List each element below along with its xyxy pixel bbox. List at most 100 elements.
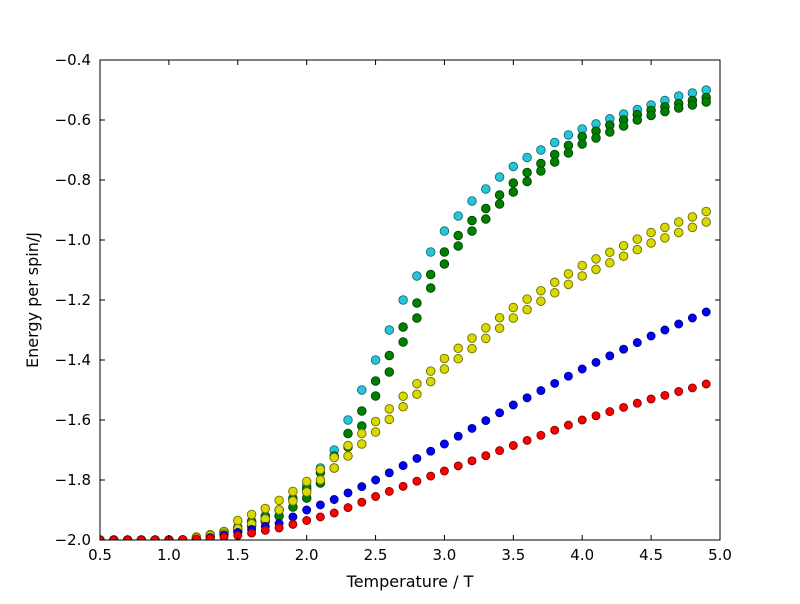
data-point	[660, 222, 670, 233]
data-point	[178, 534, 188, 540]
data-point	[508, 313, 519, 323]
data-point	[467, 456, 477, 466]
data-point	[329, 452, 339, 463]
data-point	[508, 302, 519, 313]
data-point	[481, 184, 491, 194]
data-point	[577, 271, 587, 281]
data-point	[467, 423, 477, 433]
data-point	[301, 487, 312, 497]
data-point	[302, 505, 312, 515]
data-point	[522, 304, 532, 315]
data-point	[646, 110, 656, 121]
data-point	[398, 295, 408, 305]
data-point	[591, 133, 601, 143]
data-point	[701, 217, 711, 227]
data-point	[522, 152, 532, 163]
data-point	[412, 298, 422, 308]
data-point	[674, 387, 684, 396]
data-point	[398, 461, 408, 471]
data-point	[660, 233, 670, 243]
data-point	[412, 313, 422, 323]
data-point	[260, 514, 271, 524]
data-point	[357, 385, 367, 395]
data-point	[205, 534, 215, 540]
data-point	[453, 343, 463, 354]
data-point	[646, 238, 656, 248]
data-point	[357, 439, 367, 449]
data-point	[605, 127, 615, 137]
data-point	[467, 196, 477, 206]
data-point	[425, 269, 436, 280]
data-point	[536, 166, 546, 176]
data-point	[674, 319, 684, 329]
data-point	[508, 187, 519, 197]
cyan-series	[100, 85, 711, 540]
data-point	[384, 350, 395, 361]
data-point	[673, 217, 684, 227]
data-point	[453, 230, 463, 241]
x-tick-label: 1.0	[157, 546, 181, 564]
data-point	[412, 453, 422, 463]
data-point	[453, 461, 463, 471]
data-point	[618, 251, 629, 261]
data-point	[467, 343, 477, 354]
data-point	[522, 435, 532, 445]
data-point	[302, 516, 312, 525]
y-tick-label: −1.2	[55, 291, 91, 309]
data-point	[288, 512, 298, 522]
data-point	[425, 247, 436, 257]
data-points-layer	[100, 85, 711, 540]
data-point	[246, 509, 257, 520]
data-point	[687, 383, 697, 393]
data-point	[384, 367, 395, 377]
data-point	[591, 357, 601, 367]
data-point	[136, 535, 146, 540]
green-series-run2	[100, 92, 711, 540]
data-point	[481, 416, 491, 426]
data-point	[343, 428, 353, 439]
data-point	[426, 471, 436, 481]
data-point	[191, 534, 201, 540]
data-point	[536, 285, 546, 296]
data-point	[495, 408, 505, 418]
data-point	[563, 148, 574, 158]
data-point	[619, 402, 629, 412]
data-point	[412, 389, 422, 399]
data-point	[660, 325, 670, 335]
data-point	[549, 137, 560, 148]
data-point	[646, 394, 656, 404]
data-point	[632, 234, 643, 244]
data-point	[591, 411, 601, 421]
data-point	[439, 364, 450, 374]
data-point	[605, 351, 615, 361]
data-point	[301, 476, 312, 487]
data-point	[398, 402, 408, 412]
data-point	[453, 431, 463, 441]
data-point	[288, 486, 298, 497]
data-point	[618, 240, 629, 251]
data-point	[315, 512, 325, 522]
data-point	[274, 505, 284, 515]
data-point	[494, 323, 505, 333]
data-point	[577, 364, 587, 374]
data-point	[357, 406, 367, 416]
data-point	[605, 247, 615, 258]
data-point	[370, 376, 381, 386]
data-point	[494, 190, 505, 200]
data-point	[701, 206, 711, 217]
data-point	[632, 338, 642, 348]
data-point	[315, 475, 326, 485]
data-point	[329, 463, 339, 473]
data-point	[343, 451, 353, 461]
y-tick-label: −0.6	[55, 111, 91, 129]
data-point	[536, 430, 546, 440]
data-point	[481, 333, 491, 344]
data-point	[357, 482, 367, 492]
data-point	[591, 264, 601, 275]
data-point	[384, 325, 395, 335]
x-tick-label: 5.0	[708, 546, 732, 564]
data-point	[550, 378, 560, 388]
data-point	[453, 241, 463, 251]
data-point	[288, 519, 298, 529]
data-point	[439, 226, 450, 236]
